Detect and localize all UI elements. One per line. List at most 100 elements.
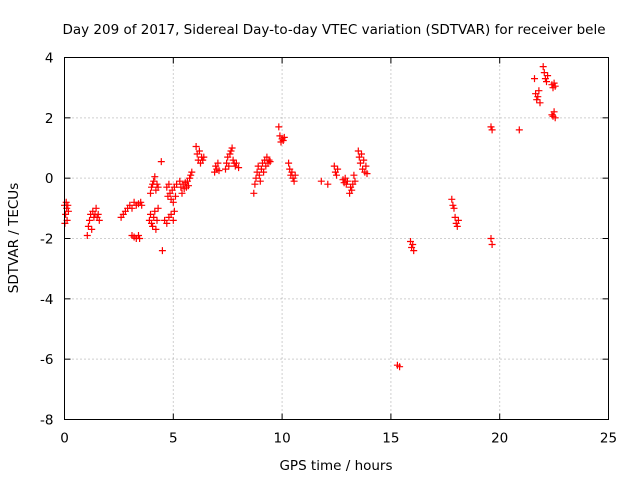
- data-point: [342, 180, 350, 188]
- data-point: [152, 225, 160, 233]
- data-point: [64, 201, 72, 209]
- data-point: [173, 180, 181, 188]
- x-tick-label: 0: [60, 431, 69, 447]
- data-point: [539, 63, 547, 71]
- grid-lines: [64, 57, 609, 420]
- data-point: [147, 210, 154, 218]
- data-point: [252, 174, 260, 182]
- data-point: [534, 93, 542, 101]
- data-point: [488, 126, 496, 134]
- data-point: [62, 198, 70, 206]
- y-tick-label: -8: [40, 413, 53, 429]
- data-point: [334, 165, 342, 173]
- data-point: [288, 168, 296, 176]
- data-point: [137, 198, 145, 206]
- data-point: [178, 189, 186, 197]
- data-point: [214, 159, 222, 167]
- y-tick-label: -4: [40, 292, 53, 308]
- data-point: [232, 159, 240, 167]
- data-point: [290, 177, 298, 185]
- data-point: [358, 150, 365, 158]
- y-tick-label: 2: [45, 111, 54, 127]
- data-point: [169, 198, 177, 206]
- data-point: [515, 126, 523, 134]
- data-point: [540, 69, 548, 77]
- data-point: [138, 201, 146, 209]
- data-point: [535, 87, 543, 95]
- data-point: [84, 222, 92, 230]
- x-tick-label: 20: [491, 431, 508, 447]
- data-point: [354, 147, 362, 155]
- data-point: [266, 158, 274, 166]
- data-point: [185, 182, 192, 190]
- data-point: [135, 232, 142, 239]
- data-point: [330, 162, 338, 170]
- data-point: [199, 156, 207, 164]
- data-point: [154, 204, 162, 212]
- x-tick-label: 15: [382, 431, 399, 447]
- data-point: [350, 171, 358, 179]
- data-point: [265, 156, 273, 164]
- data-point: [200, 153, 208, 161]
- data-point: [92, 204, 100, 212]
- data-point: [488, 241, 496, 248]
- data-point: [551, 114, 559, 122]
- data-point: [317, 177, 325, 185]
- data-point: [333, 171, 340, 179]
- data-point: [169, 216, 177, 224]
- data-point: [187, 171, 195, 179]
- data-point: [256, 177, 264, 185]
- data-point: [275, 123, 283, 131]
- data-point: [533, 96, 541, 104]
- data-point: [227, 147, 235, 155]
- data-point: [188, 168, 196, 176]
- chart-title: Day 209 of 2017, Sidereal Day-to-day VTE…: [62, 22, 605, 38]
- data-point: [158, 247, 166, 255]
- data-point: [544, 72, 552, 80]
- data-point: [450, 204, 458, 212]
- y-tick-label: -2: [40, 232, 53, 248]
- data-point: [363, 170, 371, 178]
- data-point: [94, 210, 102, 218]
- x-tick-label: 5: [169, 431, 178, 447]
- x-tick-label: 10: [274, 431, 291, 447]
- data-point: [225, 162, 233, 170]
- data-point: [410, 247, 418, 255]
- data-point: [250, 189, 258, 197]
- data-point: [215, 167, 223, 175]
- data-point: [186, 174, 194, 182]
- data-point: [487, 123, 495, 131]
- y-tick-label: 4: [45, 51, 54, 67]
- data-point: [172, 192, 179, 200]
- data-point: [231, 162, 239, 170]
- data-point: [324, 180, 332, 188]
- data-point: [356, 159, 364, 167]
- data-point: [150, 213, 158, 221]
- data-point: [163, 219, 171, 227]
- data-point: [453, 222, 461, 230]
- data-point: [95, 216, 103, 224]
- data-point: [251, 180, 259, 188]
- data-point: [487, 235, 495, 242]
- data-point: [151, 207, 159, 215]
- data-point: [550, 108, 558, 116]
- data-point: [279, 137, 287, 144]
- data-point: [64, 207, 72, 215]
- x-axis-label: GPS time / hours: [279, 458, 392, 474]
- data-point: [396, 363, 404, 371]
- data-point: [228, 144, 236, 152]
- data-point: [343, 177, 351, 185]
- data-point: [291, 171, 299, 179]
- data-point: [454, 216, 462, 224]
- data-point: [88, 225, 96, 233]
- data-point: [536, 99, 544, 107]
- data-point: [165, 180, 173, 188]
- y-tick-label: -6: [40, 352, 53, 368]
- data-point: [153, 216, 161, 224]
- data-point: [147, 189, 154, 197]
- data-point: [362, 162, 370, 170]
- data-point: [551, 82, 559, 90]
- data-point: [195, 147, 203, 155]
- data-points: [61, 63, 559, 371]
- data-point: [157, 158, 165, 166]
